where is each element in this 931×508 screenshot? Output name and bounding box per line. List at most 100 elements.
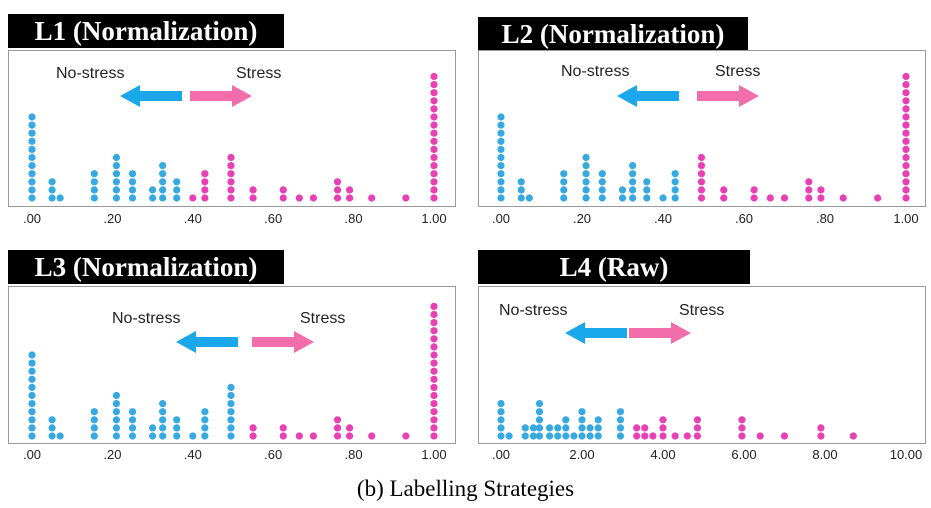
data-point	[697, 194, 706, 202]
x-axis: .00 .20 .40 .60 .80 1.00	[0, 211, 460, 229]
dot-stack	[546, 424, 554, 440]
data-point	[578, 416, 586, 424]
dot-stack	[48, 416, 56, 440]
data-point	[671, 432, 679, 440]
dot-stack	[295, 432, 303, 440]
data-point	[430, 367, 438, 375]
data-point	[517, 186, 525, 194]
x-tick-label: .00	[491, 447, 511, 462]
data-point	[201, 416, 209, 424]
data-point	[279, 194, 287, 202]
data-point	[430, 194, 438, 202]
data-point	[766, 194, 774, 202]
dot-stack	[641, 424, 649, 440]
data-point	[56, 432, 64, 440]
dot-stack	[629, 162, 637, 202]
data-point	[345, 186, 354, 194]
data-point	[28, 432, 36, 440]
data-point	[90, 194, 98, 202]
data-point	[28, 400, 36, 408]
dot-stack	[578, 408, 586, 440]
data-point	[28, 391, 36, 400]
data-point	[159, 162, 167, 170]
data-point	[497, 408, 505, 416]
data-point	[159, 170, 167, 178]
data-point	[90, 416, 98, 424]
data-point	[227, 170, 235, 178]
dot-stack	[402, 432, 410, 440]
data-point	[683, 432, 691, 440]
data-point	[333, 432, 342, 440]
data-point	[128, 408, 137, 416]
data-point	[641, 432, 649, 440]
dot-stack	[90, 170, 98, 202]
data-point	[189, 432, 197, 440]
data-point	[28, 383, 36, 391]
figure-caption: (b) Labelling Strategies	[356, 476, 575, 501]
data-point	[48, 416, 56, 424]
data-point	[48, 178, 56, 186]
dot-stack	[582, 153, 590, 202]
data-point	[430, 145, 438, 153]
dot-stack	[345, 186, 354, 202]
data-point	[249, 194, 257, 202]
dot-stack	[756, 432, 764, 440]
dot-stack	[279, 424, 287, 440]
data-point	[173, 424, 181, 432]
x-tick-label: 4.00	[650, 447, 676, 462]
x-tick-label: .20	[572, 211, 592, 226]
data-point	[28, 416, 36, 424]
dot-stack	[295, 194, 303, 202]
dot-stack	[28, 351, 36, 440]
data-point	[697, 153, 706, 162]
data-point	[28, 178, 36, 186]
x-tick-label: .60	[264, 211, 283, 226]
data-point	[227, 186, 235, 194]
data-point	[48, 432, 56, 440]
data-point	[28, 153, 36, 162]
data-point	[201, 432, 209, 440]
data-point	[159, 178, 167, 186]
data-point	[430, 178, 438, 186]
dot-stack	[128, 170, 137, 202]
no-stress-arrow	[176, 331, 238, 353]
data-point	[227, 162, 235, 170]
stress-label: Stress	[715, 63, 761, 80]
data-point	[430, 113, 438, 121]
data-point	[90, 408, 98, 416]
data-point	[227, 153, 235, 162]
dot-stack	[738, 416, 746, 440]
data-point	[430, 424, 438, 432]
dot-stack	[586, 424, 594, 440]
data-point	[535, 416, 544, 424]
dot-stack	[149, 186, 157, 202]
data-point	[159, 416, 167, 424]
data-point	[28, 129, 36, 137]
dot-stack	[368, 432, 376, 440]
dot-stack	[48, 178, 56, 202]
dot-stack	[750, 186, 758, 202]
data-point	[738, 424, 746, 432]
data-point	[430, 400, 438, 408]
data-point	[902, 81, 910, 89]
dot-stack	[839, 194, 847, 202]
data-point	[659, 432, 667, 440]
data-point	[902, 153, 910, 162]
data-point	[560, 178, 568, 186]
data-point	[90, 178, 98, 186]
dot-stack	[554, 424, 562, 440]
x-tick-label: 2.00	[569, 447, 595, 462]
data-point	[333, 194, 342, 202]
data-point	[817, 424, 825, 432]
data-point	[582, 194, 590, 202]
data-point	[517, 178, 525, 186]
data-point	[594, 416, 602, 424]
x-tick-label: .00	[491, 211, 511, 226]
data-point	[560, 186, 568, 194]
dot-stack	[560, 170, 568, 202]
data-point	[159, 408, 167, 416]
data-point	[249, 432, 257, 440]
data-point	[112, 178, 121, 186]
data-point	[535, 400, 544, 408]
data-point	[902, 113, 910, 121]
